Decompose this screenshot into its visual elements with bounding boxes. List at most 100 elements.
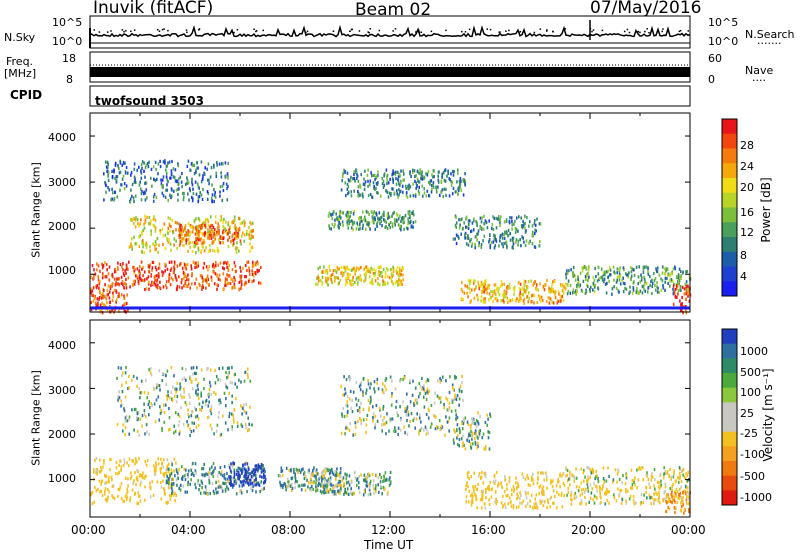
scatter-cell <box>612 265 615 269</box>
scatter-cell <box>368 269 370 274</box>
scatter-cell <box>669 487 672 491</box>
scatter-cell <box>560 299 562 303</box>
scatter-cell <box>247 476 249 481</box>
scatter-cell <box>324 467 326 471</box>
scatter-cell <box>526 475 529 479</box>
scatter-cell <box>527 476 530 480</box>
scatter-cell <box>481 506 483 510</box>
scatter-cell <box>399 174 401 178</box>
scatter-cell <box>466 481 468 485</box>
scatter-cell <box>471 431 474 435</box>
scatter-cell <box>134 177 136 181</box>
scatter-cell <box>566 479 569 483</box>
scatter-cell <box>184 477 187 482</box>
scatter-cell <box>543 478 545 482</box>
scatter-cell <box>373 491 375 495</box>
freq-label: Freq. <box>6 55 34 68</box>
scatter-cell <box>263 486 265 490</box>
scatter-cell <box>469 442 472 446</box>
scatter-cell <box>194 415 197 419</box>
scatter-cell <box>228 411 231 415</box>
scatter-cell <box>239 489 241 493</box>
scatter-cell <box>162 234 165 238</box>
scatter-cell <box>473 279 476 283</box>
scatter-cell <box>570 502 573 506</box>
scatter-cell <box>482 282 485 286</box>
scatter-cell <box>249 230 251 234</box>
scatter-cell <box>395 218 398 222</box>
scatter-cell <box>387 211 389 216</box>
scatter-cell <box>248 428 251 432</box>
scatter-cell <box>677 276 680 280</box>
scatter-cell <box>173 469 175 473</box>
scatter-cell <box>222 287 225 292</box>
scatter-cell <box>111 272 114 276</box>
scatter-cell <box>451 386 454 390</box>
scatter-cell <box>184 182 187 187</box>
scatter-cell <box>476 293 478 297</box>
velocity-ytick: 4000 <box>48 339 76 352</box>
scatter-cell <box>164 161 166 165</box>
scatter-cell <box>159 467 162 471</box>
scatter-cell <box>368 488 371 492</box>
scatter-cell <box>233 483 235 487</box>
scatter-cell <box>242 266 244 271</box>
scatter-cell <box>418 171 421 176</box>
scatter-cell <box>369 227 371 231</box>
scatter-cell <box>166 183 168 187</box>
scatter-cell <box>341 210 343 215</box>
scatter-cell <box>250 233 253 237</box>
scatter-cell <box>196 237 199 241</box>
scatter-cell <box>349 179 351 183</box>
nsky-point <box>262 29 265 32</box>
scatter-cell <box>505 240 508 244</box>
scatter-cell <box>492 299 494 303</box>
nave-dots: ···· <box>752 74 766 87</box>
scatter-cell <box>389 221 392 225</box>
scatter-cell <box>330 277 332 281</box>
scatter-cell <box>373 268 375 272</box>
scatter-cell <box>198 235 200 239</box>
scatter-cell <box>104 261 106 265</box>
scatter-cell <box>156 237 159 241</box>
scatter-cell <box>470 244 473 248</box>
scatter-cell <box>404 407 406 411</box>
scatter-cell <box>542 284 545 288</box>
scatter-cell <box>397 223 400 227</box>
scatter-cell <box>476 223 478 227</box>
scatter-cell <box>101 276 104 280</box>
scatter-cell <box>290 482 293 486</box>
scatter-cell <box>220 215 222 219</box>
scatter-cell <box>201 226 203 230</box>
scatter-cell <box>480 282 483 286</box>
scatter-cell <box>209 248 211 252</box>
scatter-cell <box>397 273 400 277</box>
scatter-cell <box>503 300 505 304</box>
scatter-cell <box>216 287 218 291</box>
scatter-cell <box>250 236 253 240</box>
scatter-cell <box>369 192 372 197</box>
scatter-cell <box>98 286 100 290</box>
scatter-cell <box>329 476 332 480</box>
scatter-cell <box>348 222 350 226</box>
scatter-cell <box>656 281 658 285</box>
nsky-point <box>505 30 507 32</box>
scatter-cell <box>484 282 486 286</box>
scatter-cell <box>227 268 230 272</box>
scatter-cell <box>365 391 367 395</box>
scatter-cell <box>179 387 181 391</box>
scatter-cell <box>227 232 229 236</box>
scatter-cell <box>141 241 143 245</box>
scatter-cell <box>451 169 454 174</box>
scatter-cell <box>317 483 319 488</box>
scatter-cell <box>331 217 333 221</box>
scatter-cell <box>369 492 372 496</box>
scatter-cell <box>185 378 187 382</box>
scatter-cell <box>484 445 487 449</box>
scatter-cell <box>210 404 213 408</box>
scatter-cell <box>466 225 468 229</box>
scatter-cell <box>414 426 416 430</box>
scatter-cell <box>240 285 243 289</box>
scatter-cell <box>386 173 389 177</box>
scatter-cell <box>398 182 400 186</box>
